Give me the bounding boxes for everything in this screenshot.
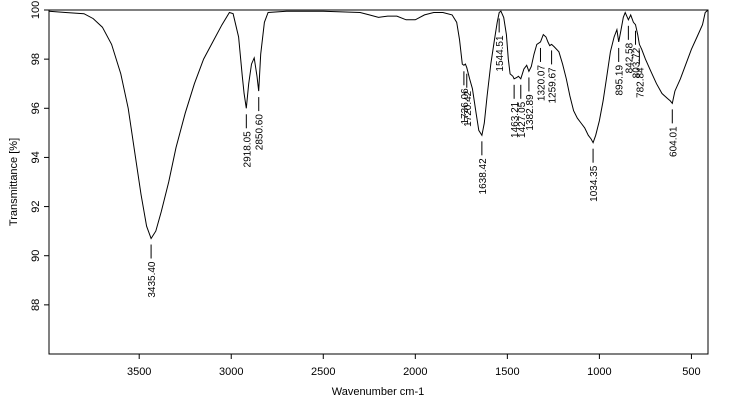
peak-label: 1720.42 [463, 90, 474, 127]
peak-label: 803.72 [632, 47, 643, 78]
peak-label: 782.84 [635, 67, 646, 98]
y-tick-label: 100 [30, 1, 42, 19]
x-tick-label: 3500 [127, 366, 151, 378]
y-tick-label: 90 [30, 250, 42, 262]
x-tick-label: 3000 [219, 366, 243, 378]
x-tick-label: 500 [682, 366, 700, 378]
peak-label: 1320.07 [536, 65, 547, 102]
peak-label: 1736.06 [460, 88, 471, 125]
x-tick-label: 1000 [587, 366, 611, 378]
peak-label: 895.19 [615, 65, 626, 96]
peak-label: 1259.67 [548, 67, 559, 104]
spectrum-line [48, 9, 709, 240]
x-axis: 3500 3000 2500 2000 1500 1000 500 [127, 354, 701, 378]
y-tick-label: 98 [30, 53, 42, 65]
peak-label: 1427.05 [517, 101, 528, 138]
peak-label: 1382.89 [525, 94, 536, 131]
peak-label: 2918.05 [242, 131, 253, 168]
x-axis-title: Wavenumber cm-1 [332, 386, 425, 398]
y-tick-label: 92 [30, 200, 42, 212]
y-axis: 88 90 92 94 96 98 100 [30, 1, 49, 311]
x-tick-label: 1500 [495, 366, 519, 378]
peak-label: 2850.60 [255, 114, 266, 151]
y-tick-label: 88 [30, 299, 42, 311]
peak-label: 3435.40 [147, 261, 158, 298]
peak-label: 1638.42 [478, 158, 489, 195]
y-tick-label: 94 [30, 151, 42, 163]
peak-label: 1034.35 [589, 165, 600, 202]
x-tick-label: 2500 [311, 366, 335, 378]
x-tick-label: 2000 [403, 366, 427, 378]
peak-label: 1544.51 [495, 35, 506, 72]
peak-label: 1463.21 [510, 101, 521, 138]
y-axis-title: Transmittance [%] [8, 138, 20, 226]
peak-label: 842.58 [624, 42, 635, 73]
peak-label: 604.01 [668, 126, 679, 157]
plot-frame [48, 9, 709, 355]
y-tick-label: 96 [30, 102, 42, 114]
